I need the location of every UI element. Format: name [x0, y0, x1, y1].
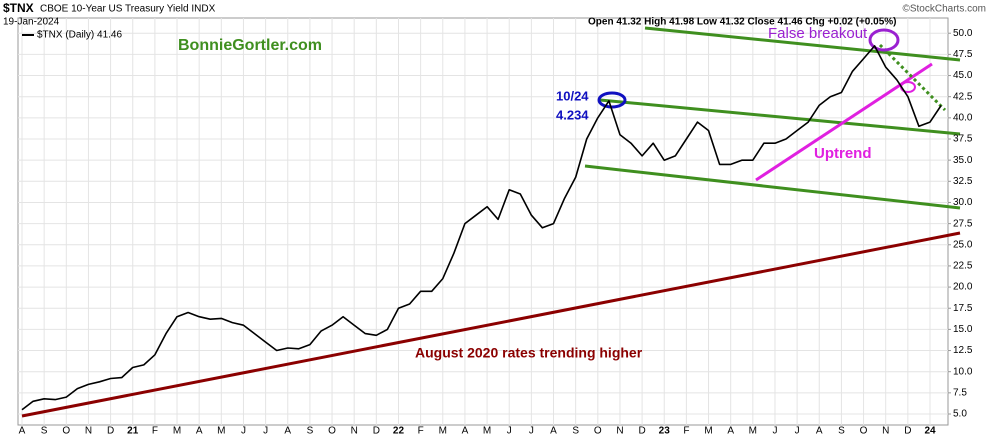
x-tick-label: N: [882, 426, 889, 437]
x-tick-label: A: [462, 426, 469, 437]
x-tick-label: F: [418, 426, 424, 437]
x-tick-label: 24: [924, 426, 936, 437]
y-tick-label: 12.5: [953, 345, 973, 356]
y-tick-label: 30.0: [953, 197, 973, 208]
x-tick-label: A: [284, 426, 291, 437]
trendlines: [21, 26, 961, 418]
x-tick-label: J: [263, 426, 268, 437]
symbol: $TNX: [3, 1, 34, 15]
y-tick-label: 5.0: [953, 409, 967, 420]
x-tick-label: N: [616, 426, 623, 437]
y-tick-label: 20.0: [953, 282, 973, 293]
x-tick-label: O: [328, 426, 336, 437]
x-tick-label: M: [439, 426, 447, 437]
y-tick-label: 45.0: [953, 70, 973, 81]
x-tick-label: D: [373, 426, 380, 437]
y-tick-label: 17.5: [953, 303, 973, 314]
channel-low: [584, 164, 961, 210]
y-tick-label: 40.0: [953, 112, 973, 123]
annotation: 10/24: [556, 88, 589, 103]
channel-top: [644, 26, 961, 62]
x-tick-label: D: [107, 426, 114, 437]
long-trend: [21, 231, 961, 418]
y-tick-label: 50.0: [953, 28, 973, 39]
x-tick-label: M: [704, 426, 712, 437]
y-tick-label: 15.0: [953, 324, 973, 335]
y-tick-label: 25.0: [953, 239, 973, 250]
x-tick-label: F: [683, 426, 689, 437]
y-tick-label: 37.5: [953, 134, 973, 145]
x-tick-label: N: [351, 426, 358, 437]
x-tick-label: M: [217, 426, 225, 437]
x-tick-label: A: [816, 426, 823, 437]
x-tick-label: 23: [659, 426, 671, 437]
x-tick-label: D: [904, 426, 911, 437]
circle-high: [597, 91, 627, 109]
annotation: 4.234: [556, 107, 589, 122]
y-tick-label: 10.0: [953, 366, 973, 377]
x-tick-label: S: [838, 426, 845, 437]
channel-mid: [599, 98, 961, 136]
chart-title: CBOE 10-Year US Treasury Yield INDX: [40, 4, 216, 15]
x-tick-label: J: [529, 426, 534, 437]
y-tick-label: 7.5: [953, 387, 967, 398]
x-tick-label: A: [550, 426, 557, 437]
grid: [18, 18, 948, 425]
y-tick-label: 22.5: [953, 261, 973, 272]
x-tick-label: F: [152, 426, 158, 437]
annotation: BonnieGortler.com: [178, 37, 322, 54]
annotation: Uptrend: [814, 145, 872, 162]
y-tick-label: 32.5: [953, 176, 973, 187]
x-tick-label: O: [594, 426, 602, 437]
x-tick-label: M: [173, 426, 181, 437]
date: 19-Jan-2024: [3, 17, 60, 28]
x-tick-label: A: [19, 426, 26, 437]
x-tick-label: M: [483, 426, 491, 437]
legend-label: $TNX (Daily) 41.46: [37, 30, 122, 41]
x-tick-label: A: [196, 426, 203, 437]
x-tick-label: J: [507, 426, 512, 437]
ohlc: Open 41.32 High 41.98 Low 41.32 Close 41…: [588, 17, 896, 28]
x-tick-label: O: [62, 426, 70, 437]
x-tick-label: S: [41, 426, 48, 437]
price-line: [21, 45, 942, 411]
x-tick-label: N: [85, 426, 92, 437]
x-tick-label: S: [572, 426, 579, 437]
x-tick-label: 21: [127, 426, 139, 437]
x-tick-label: 22: [393, 426, 405, 437]
annotation: False breakout: [768, 25, 868, 42]
x-tick-label: J: [772, 426, 777, 437]
y-tick-label: 42.5: [953, 91, 973, 102]
x-tick-label: J: [241, 426, 246, 437]
plot-frame: [17, 17, 949, 426]
x-tick-label: O: [860, 426, 868, 437]
x-tick-label: A: [727, 426, 734, 437]
x-tick-label: J: [795, 426, 800, 437]
source: ©StockCharts.com: [902, 4, 986, 15]
x-tick-label: S: [307, 426, 314, 437]
y-tick-label: 27.5: [953, 218, 973, 229]
y-tick-label: 35.0: [953, 155, 973, 166]
x-tick-label: D: [638, 426, 645, 437]
annotation: August 2020 rates trending higher: [415, 345, 643, 361]
circle-breakout: [868, 28, 900, 52]
x-tick-label: M: [749, 426, 757, 437]
y-tick-label: 47.5: [953, 49, 973, 60]
